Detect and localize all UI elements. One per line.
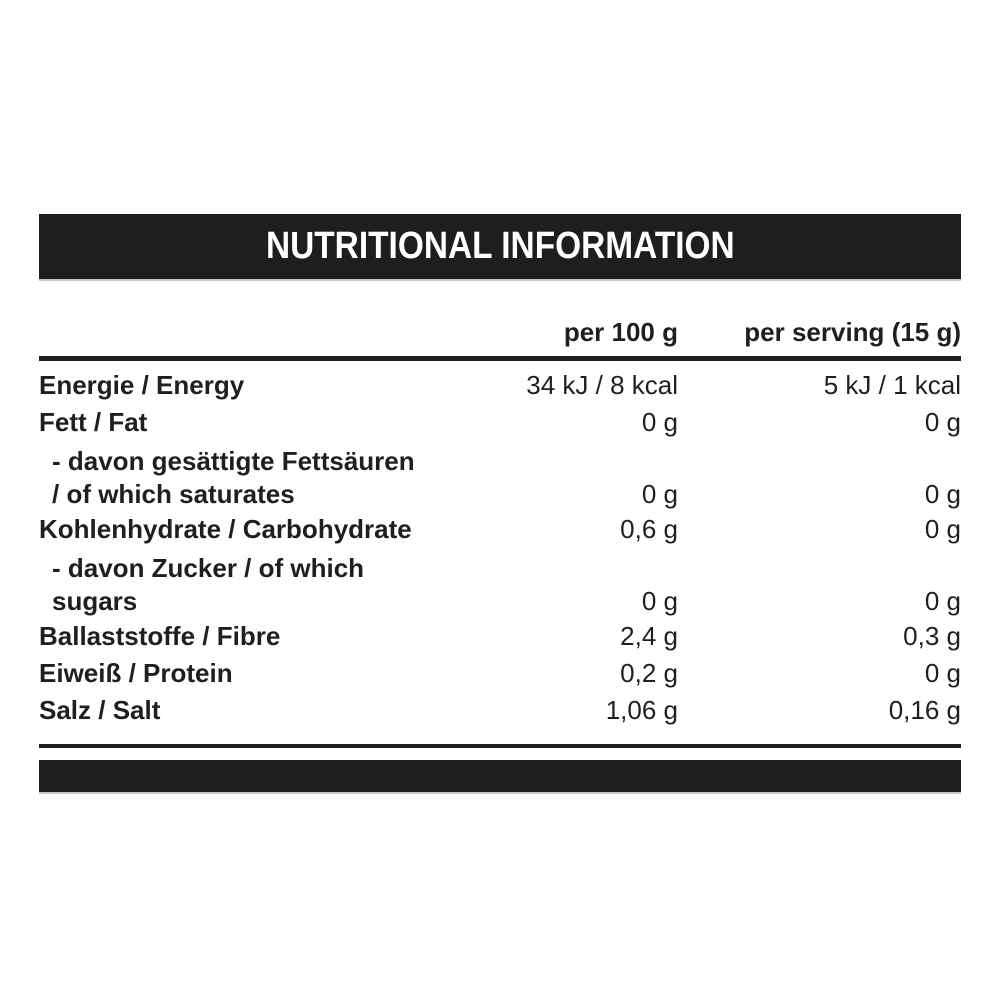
nutrition-panel: NUTRITIONAL INFORMATION per 100 g per se… (39, 214, 961, 792)
row-label: Salz / Salt (39, 695, 161, 725)
row-value-per-100g: 0,2 g (620, 658, 678, 688)
row-value-per-100g: 1,06 g (605, 695, 678, 725)
column-headers: per 100 g per serving (15 g) (39, 279, 961, 356)
table-row: Kohlenhydrate / Carbohydrate 0,6 g 0 g (39, 511, 961, 548)
column-header-per-serving: per serving (15 g) (744, 317, 961, 347)
page-title: NUTRITIONAL INFORMATION (265, 225, 735, 267)
row-label: - davon Zucker / of which sugars (52, 553, 365, 616)
row-label: Ballaststoffe / Fibre (39, 621, 281, 651)
table-row: Fett / Fat 0 g 0 g (39, 404, 961, 441)
row-value-per-100g: 0 g (641, 586, 678, 616)
thin-divider (39, 744, 961, 748)
title-bar: NUTRITIONAL INFORMATION (39, 214, 961, 279)
row-label: Fett / Fat (39, 407, 148, 437)
row-value-per-serving: 0,16 g (888, 695, 961, 725)
row-value-per-100g: 0 g (641, 479, 678, 509)
table-row: - davon gesättigte Fettsäuren / of which … (39, 445, 961, 511)
table-row: Salz / Salt 1,06 g 0,16 g (39, 692, 961, 729)
table-row: Ballaststoffe / Fibre 2,4 g 0,3 g (39, 618, 961, 655)
row-value-per-serving: 0 g (924, 514, 961, 544)
row-value-per-serving: 0 g (924, 479, 961, 509)
row-value-per-100g: 2,4 g (620, 621, 678, 651)
row-value-per-100g: 0 g (641, 407, 678, 437)
table-row: - davon Zucker / of which sugars 0 g 0 g (39, 552, 961, 618)
column-header-per-100g: per 100 g (563, 317, 678, 347)
row-value-per-serving: 0 g (924, 658, 961, 688)
row-label: Eiweiß / Protein (39, 658, 233, 688)
row-value-per-100g: 34 kJ / 8 kcal (526, 370, 678, 400)
table-rows: Energie / Energy 34 kJ / 8 kcal 5 kJ / 1… (39, 361, 961, 744)
row-value-per-serving: 0,3 g (903, 621, 961, 651)
row-label: Kohlenhydrate / Carbohydrate (39, 514, 412, 544)
thick-divider (39, 356, 961, 361)
bottom-bar (39, 760, 961, 792)
table-row: Energie / Energy 34 kJ / 8 kcal 5 kJ / 1… (39, 367, 961, 404)
row-value-per-serving: 0 g (924, 407, 961, 437)
row-label: Energie / Energy (39, 370, 245, 400)
row-value-per-serving: 5 kJ / 1 kcal (823, 370, 961, 400)
row-value-per-serving: 0 g (924, 586, 961, 616)
row-label: - davon gesättigte Fettsäuren / of which … (52, 446, 415, 509)
row-value-per-100g: 0,6 g (620, 514, 678, 544)
table-row: Eiweiß / Protein 0,2 g 0 g (39, 655, 961, 692)
